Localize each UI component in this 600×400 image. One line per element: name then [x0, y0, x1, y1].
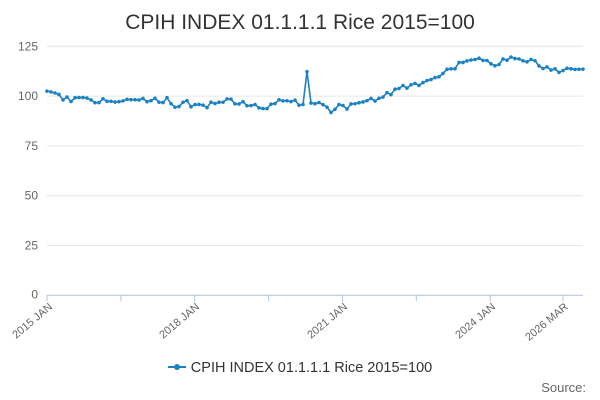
svg-text:125: 125 — [18, 39, 38, 53]
svg-text:75: 75 — [25, 139, 39, 153]
svg-text:0: 0 — [31, 287, 38, 301]
svg-text:50: 50 — [25, 189, 39, 203]
svg-text:25: 25 — [25, 239, 39, 253]
svg-text:100: 100 — [18, 89, 38, 103]
